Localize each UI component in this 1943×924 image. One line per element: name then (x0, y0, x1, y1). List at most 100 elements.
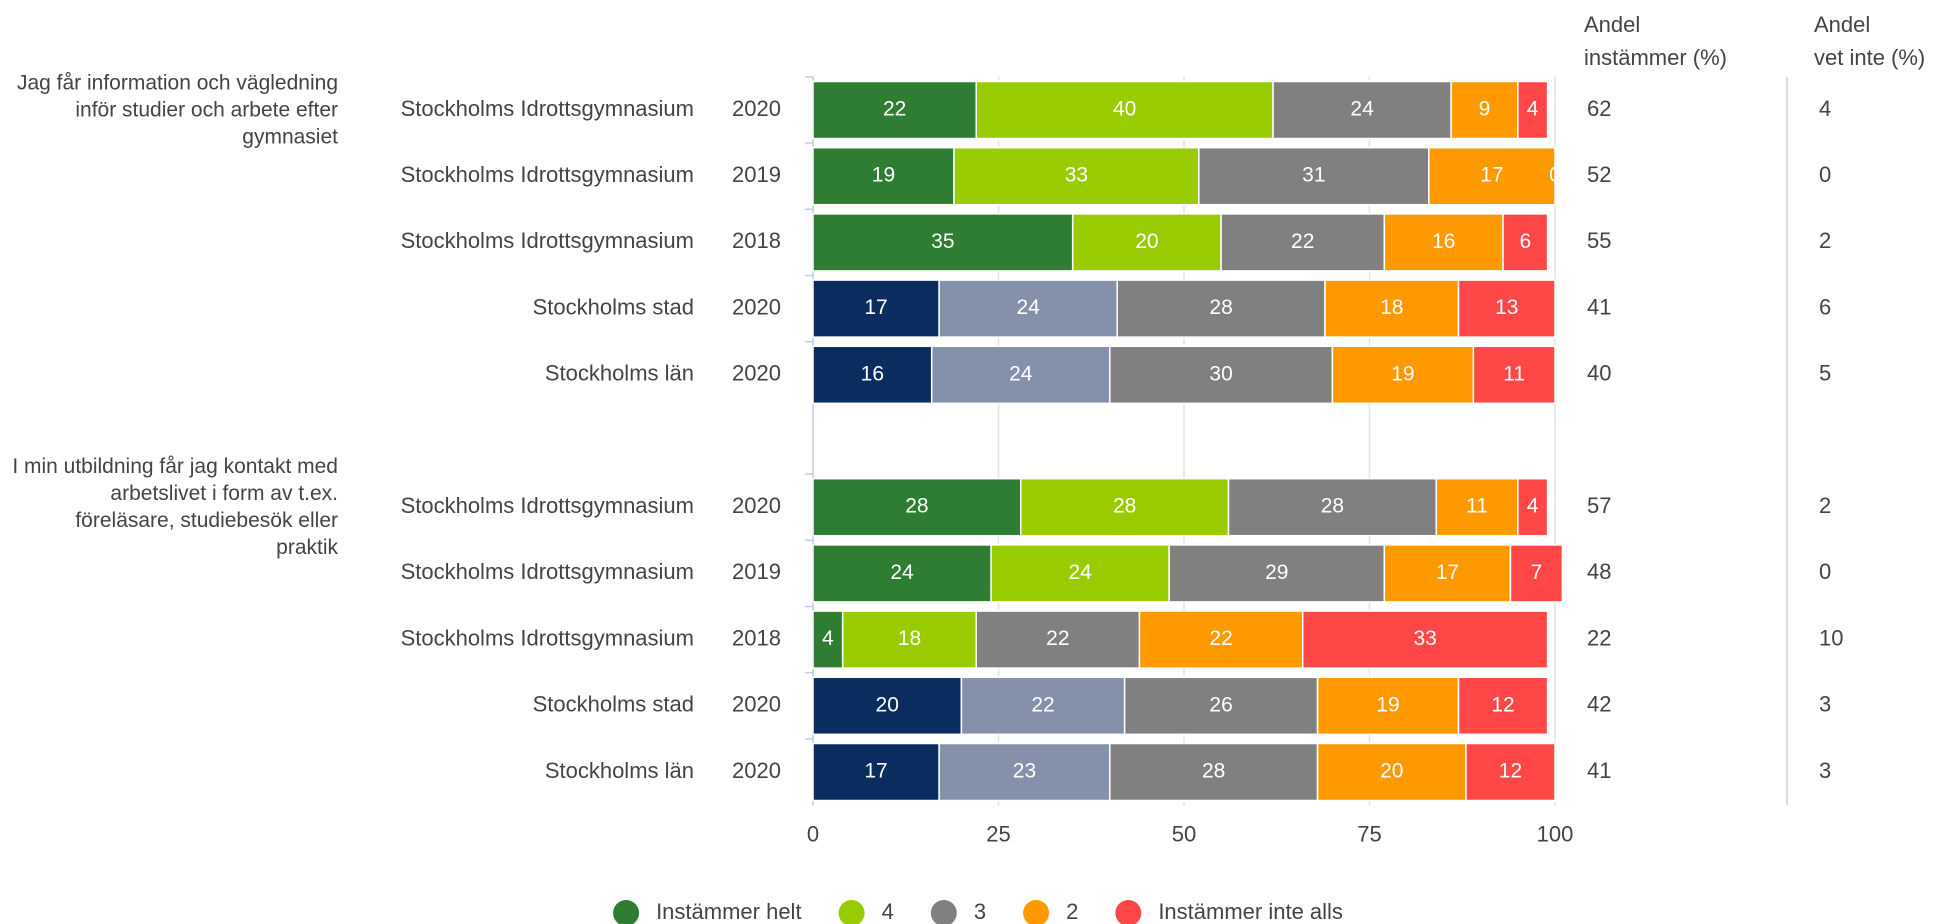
bar-value-label: 18 (898, 627, 921, 650)
bar-value-label: 18 (1380, 296, 1403, 319)
column-value: 48 (1587, 559, 1611, 584)
legend-marker (930, 900, 957, 924)
bar-segment (1465, 742, 1556, 802)
category-label: Stockholms Idrottsgymnasium (401, 162, 694, 187)
bar-segment (1109, 742, 1319, 802)
bar-value-label: 17 (1436, 561, 1459, 584)
column-value: 55 (1587, 228, 1611, 253)
category-label: Stockholms Idrottsgymnasium (401, 493, 694, 518)
column-value: 6 (1819, 294, 1831, 319)
bar-segment (1383, 213, 1504, 272)
column-value: 57 (1587, 493, 1611, 518)
bar-value-label: 33 (1413, 627, 1436, 650)
bar-value-label: 40 (1113, 98, 1136, 121)
bar-value-label: 4 (1527, 98, 1539, 121)
bar-segment (1324, 279, 1460, 338)
year-label: 2019 (732, 162, 781, 187)
legend-marker (1115, 900, 1142, 924)
bar-value-label: 16 (861, 362, 884, 385)
bar-segment (975, 610, 1141, 669)
column-value: 0 (1819, 559, 1831, 584)
legend-label: 3 (974, 899, 986, 924)
category-label: Stockholms stad (533, 294, 694, 319)
column-value: 0 (1819, 162, 1831, 187)
bar-segment (1435, 477, 1519, 537)
column-value: 41 (1587, 758, 1611, 783)
bar-value-label: 22 (883, 98, 906, 121)
bar-segment (1428, 146, 1556, 206)
bar-value-label: 31 (1302, 164, 1325, 187)
bar-value-label: 4 (1527, 495, 1539, 518)
question-label: I min utbildning får jag kontakt med arb… (12, 455, 338, 560)
bar-value-label: 28 (1209, 296, 1232, 319)
bar-value-label: 17 (864, 760, 887, 783)
bar-value-label: 0 (1549, 164, 1561, 187)
bar-segment (1123, 676, 1319, 736)
category-label: Stockholms län (545, 361, 694, 386)
bar-value-label: 35 (931, 230, 954, 253)
column-value: 4 (1819, 96, 1831, 121)
bar-value-label: 16 (1432, 230, 1455, 253)
column-value: 41 (1587, 294, 1611, 319)
column-header: Andel vet inte (%) (1814, 12, 1926, 70)
bar-value-label: 20 (1135, 230, 1158, 253)
bar-value-label: 22 (1291, 230, 1314, 253)
bar-segment (1138, 610, 1304, 669)
year-label: 2019 (732, 559, 781, 584)
year-label: 2020 (732, 361, 781, 386)
year-label: 2020 (732, 493, 781, 518)
bar-value-label: 22 (1031, 693, 1054, 716)
bar-segment (812, 742, 940, 802)
legend-marker (838, 900, 865, 924)
year-label: 2020 (732, 294, 781, 319)
bar-segment (1509, 544, 1564, 603)
bar-segment (938, 742, 1111, 802)
bar-value-label: 33 (1065, 164, 1088, 187)
bar-value-label: 19 (872, 164, 895, 187)
year-label: 2018 (732, 625, 781, 650)
bar-segment (1168, 544, 1386, 603)
bar-segment (1301, 610, 1549, 669)
bar-segment (1450, 80, 1519, 140)
bar-segment (1502, 213, 1549, 272)
bar-segment (841, 610, 977, 669)
bar-segment (1109, 345, 1334, 405)
column-value: 3 (1819, 692, 1831, 717)
column-value: 3 (1819, 758, 1831, 783)
bar-value-label: 22 (1209, 627, 1232, 650)
bar-value-label: 28 (1113, 495, 1136, 518)
bar-segment (1316, 742, 1467, 802)
bar-value-label: 22 (1046, 627, 1069, 650)
category-label: Stockholms Idrottsgymnasium (401, 228, 694, 253)
x-tick-label: 25 (986, 821, 1010, 846)
bar-segment (812, 345, 933, 405)
bar-value-label: 29 (1265, 561, 1288, 584)
bar-segment (1316, 676, 1460, 736)
column-value: 2 (1819, 228, 1831, 253)
column-value: 10 (1819, 625, 1843, 650)
bar-segment (1331, 345, 1475, 405)
bar-segment (812, 80, 977, 140)
bar-value-label: 4 (822, 627, 834, 650)
bar-segment (1472, 345, 1556, 405)
category-label: Stockholms Idrottsgymnasium (401, 96, 694, 121)
bar-segment (953, 146, 1200, 206)
year-label: 2018 (732, 228, 781, 253)
year-label: 2020 (732, 96, 781, 121)
category-label: Stockholms Idrottsgymnasium (401, 559, 694, 584)
bar-value-label: 11 (1466, 495, 1488, 518)
bar-value-label: 11 (1503, 362, 1525, 385)
column-value: 52 (1587, 162, 1611, 187)
bar-segment (1457, 676, 1549, 736)
bar-segment (975, 80, 1274, 140)
bar-value-label: 24 (1068, 561, 1092, 584)
year-label: 2020 (732, 758, 781, 783)
bar-value-label: 17 (864, 296, 887, 319)
bar-segment (938, 279, 1118, 338)
bar-value-label: 6 (1519, 230, 1531, 253)
category-label: Stockholms stad (533, 692, 694, 717)
legend-marker (1023, 900, 1050, 924)
question-label: Jag får information och vägledning inför… (16, 71, 338, 149)
legend-label: Instämmer inte alls (1158, 899, 1343, 924)
